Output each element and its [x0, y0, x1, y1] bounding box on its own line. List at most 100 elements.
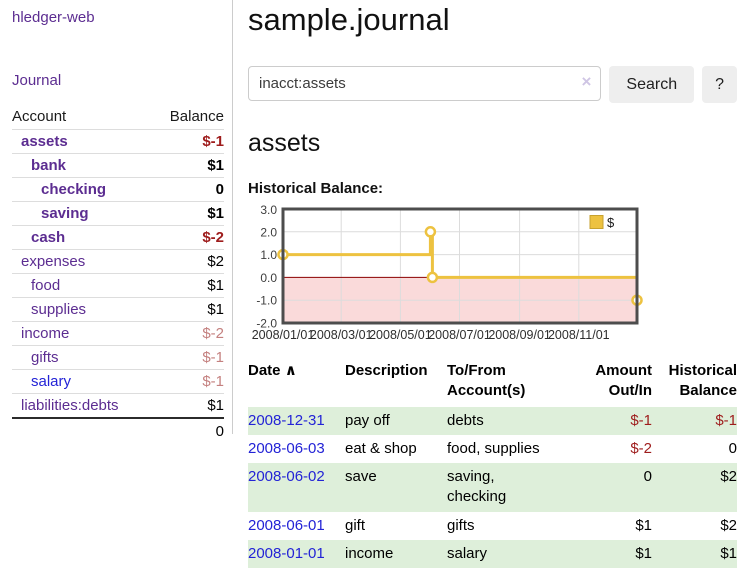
help-button[interactable]: ? — [702, 66, 737, 103]
transaction-balance: $-1 — [715, 411, 737, 429]
account-row: supplies $1 — [12, 297, 224, 322]
svg-text:1.0: 1.0 — [260, 248, 277, 262]
chart-x-axis-labels: 2008/01/01 2008/03/01 2008/05/01 2008/07… — [252, 328, 610, 342]
account-link-salary[interactable]: salary — [31, 373, 72, 390]
transaction-description: gift — [345, 516, 366, 534]
amount-column-header: Amount Out/In — [595, 362, 652, 400]
transaction-row: 2008-12-31 pay off debts $-1 $-1 — [248, 406, 737, 435]
chart-legend: $ — [589, 215, 615, 230]
account-row: liabilities:debts $1 — [12, 393, 224, 418]
svg-text:-2.0: -2.0 — [256, 317, 277, 331]
account-link-expenses[interactable]: expenses — [21, 253, 86, 270]
svg-text:2008/11/01: 2008/11/01 — [548, 328, 610, 342]
account-balance: $-1 — [152, 345, 224, 370]
account-row: assets $-1 — [12, 129, 224, 154]
accounts-total-row: 0 — [12, 417, 224, 444]
account-link-assets[interactable]: assets — [21, 133, 68, 150]
svg-text:2008/09/01: 2008/09/01 — [488, 328, 551, 342]
transaction-date-link[interactable]: 2008-01-01 — [248, 544, 325, 562]
account-balance: $-1 — [152, 129, 224, 154]
account-column-header: Account — [12, 108, 67, 125]
balance-column-header: Historical Balance — [668, 362, 737, 400]
account-link-liabilities-debts[interactable]: liabilities:debts — [21, 397, 119, 414]
sidebar: hledger-web Journal Account Balance asse… — [0, 0, 233, 444]
account-link-checking[interactable]: checking — [41, 181, 107, 198]
account-heading: assets — [248, 129, 321, 157]
transaction-accounts: food, supplies — [447, 439, 540, 457]
account-balance: $1 — [152, 393, 224, 418]
transaction-balance: 0 — [728, 439, 737, 457]
account-row: bank $1 — [12, 153, 224, 178]
search-form: × Search ? — [248, 66, 737, 103]
transaction-amount: 0 — [643, 468, 652, 485]
account-row: checking 0 — [12, 177, 224, 202]
account-link-bank[interactable]: bank — [31, 157, 67, 174]
transaction-description: save — [345, 468, 377, 485]
transaction-amount: $-1 — [630, 411, 652, 429]
transaction-description: eat & shop — [345, 439, 417, 457]
search-button[interactable]: Search — [609, 66, 695, 103]
historical-balance-chart: $ 3.0 2.0 1.0 0.0 -1.0 -2.0 2008/01/01 2… — [252, 203, 643, 342]
transaction-accounts: saving, checking — [447, 468, 507, 506]
account-row: salary $-1 — [12, 369, 224, 394]
account-link-supplies[interactable]: supplies — [31, 301, 87, 318]
transaction-accounts: gifts — [447, 516, 475, 534]
svg-text:-1.0: -1.0 — [256, 294, 277, 308]
transaction-description: income — [345, 544, 394, 562]
account-row: cash $-2 — [12, 225, 224, 250]
transaction-date-link[interactable]: 2008-12-31 — [248, 411, 325, 429]
transaction-date-link[interactable]: 2008-06-03 — [248, 439, 325, 457]
transaction-balance: $1 — [720, 544, 737, 562]
svg-text:3.0: 3.0 — [260, 203, 277, 217]
legend-swatch — [589, 215, 604, 229]
sort-ascending-icon: ∧ — [284, 362, 297, 379]
transaction-amount: $1 — [635, 544, 652, 562]
description-column-header: Description — [345, 362, 428, 379]
chart-border — [281, 207, 639, 325]
account-link-saving[interactable]: saving — [41, 205, 89, 222]
account-row: income $-2 — [12, 321, 224, 346]
transaction-description: pay off — [345, 411, 390, 429]
account-balance: $1 — [152, 273, 224, 298]
svg-text:2008/05/01: 2008/05/01 — [369, 328, 432, 342]
page-title: sample.journal — [248, 2, 450, 37]
transaction-balance: $2 — [720, 516, 737, 534]
transaction-row: 2008-01-01 income salary $1 $1 — [248, 539, 737, 568]
svg-text:0.0: 0.0 — [260, 271, 277, 285]
transaction-date-link[interactable]: 2008-06-02 — [248, 468, 325, 485]
account-link-cash[interactable]: cash — [31, 229, 66, 246]
transaction-amount: $1 — [635, 516, 652, 534]
transaction-row: 2008-06-02 save saving, checking 0 $2 — [248, 463, 737, 512]
transaction-date-link[interactable]: 2008-06-01 — [248, 516, 325, 534]
chart-title: Historical Balance: — [248, 180, 384, 197]
account-row: saving $1 — [12, 201, 224, 226]
transaction-accounts: debts — [447, 411, 484, 429]
date-column-header[interactable]: Date ∧ — [248, 362, 297, 379]
app-brand-link[interactable]: hledger-web — [12, 9, 95, 26]
transactions-header-row: Date ∧ Description To/From Account(s) Am… — [248, 359, 737, 407]
account-balance: $1 — [152, 201, 224, 226]
account-balance: 0 — [152, 177, 224, 202]
account-balance: $1 — [152, 153, 224, 178]
account-link-income[interactable]: income — [21, 325, 70, 342]
accounts-total-value: 0 — [152, 417, 224, 444]
account-row: food $1 — [12, 273, 224, 298]
account-balance: $1 — [152, 297, 224, 322]
chart-y-axis-labels: 3.0 2.0 1.0 0.0 -1.0 -2.0 — [256, 203, 277, 331]
svg-text:2008/07/01: 2008/07/01 — [428, 328, 491, 342]
transaction-amount: $-2 — [630, 439, 652, 457]
search-input[interactable] — [248, 66, 602, 101]
accounts-column-header: To/From Account(s) — [447, 362, 526, 400]
account-balance: $-2 — [152, 225, 224, 250]
account-row: expenses $2 — [12, 249, 224, 274]
clear-search-icon[interactable]: × — [581, 72, 592, 91]
transaction-row: 2008-06-03 eat & shop food, supplies $-2… — [248, 435, 737, 463]
account-balance: $-2 — [152, 321, 224, 346]
account-balance: $-1 — [152, 369, 224, 394]
svg-text:2.0: 2.0 — [260, 225, 277, 239]
svg-text:2008/03/01: 2008/03/01 — [310, 328, 373, 342]
sidebar-item-journal[interactable]: Journal — [12, 72, 62, 89]
account-link-gifts[interactable]: gifts — [31, 349, 59, 366]
main-content: sample.journal × Search ? assets Histori… — [248, 0, 737, 568]
account-link-food[interactable]: food — [31, 277, 61, 294]
